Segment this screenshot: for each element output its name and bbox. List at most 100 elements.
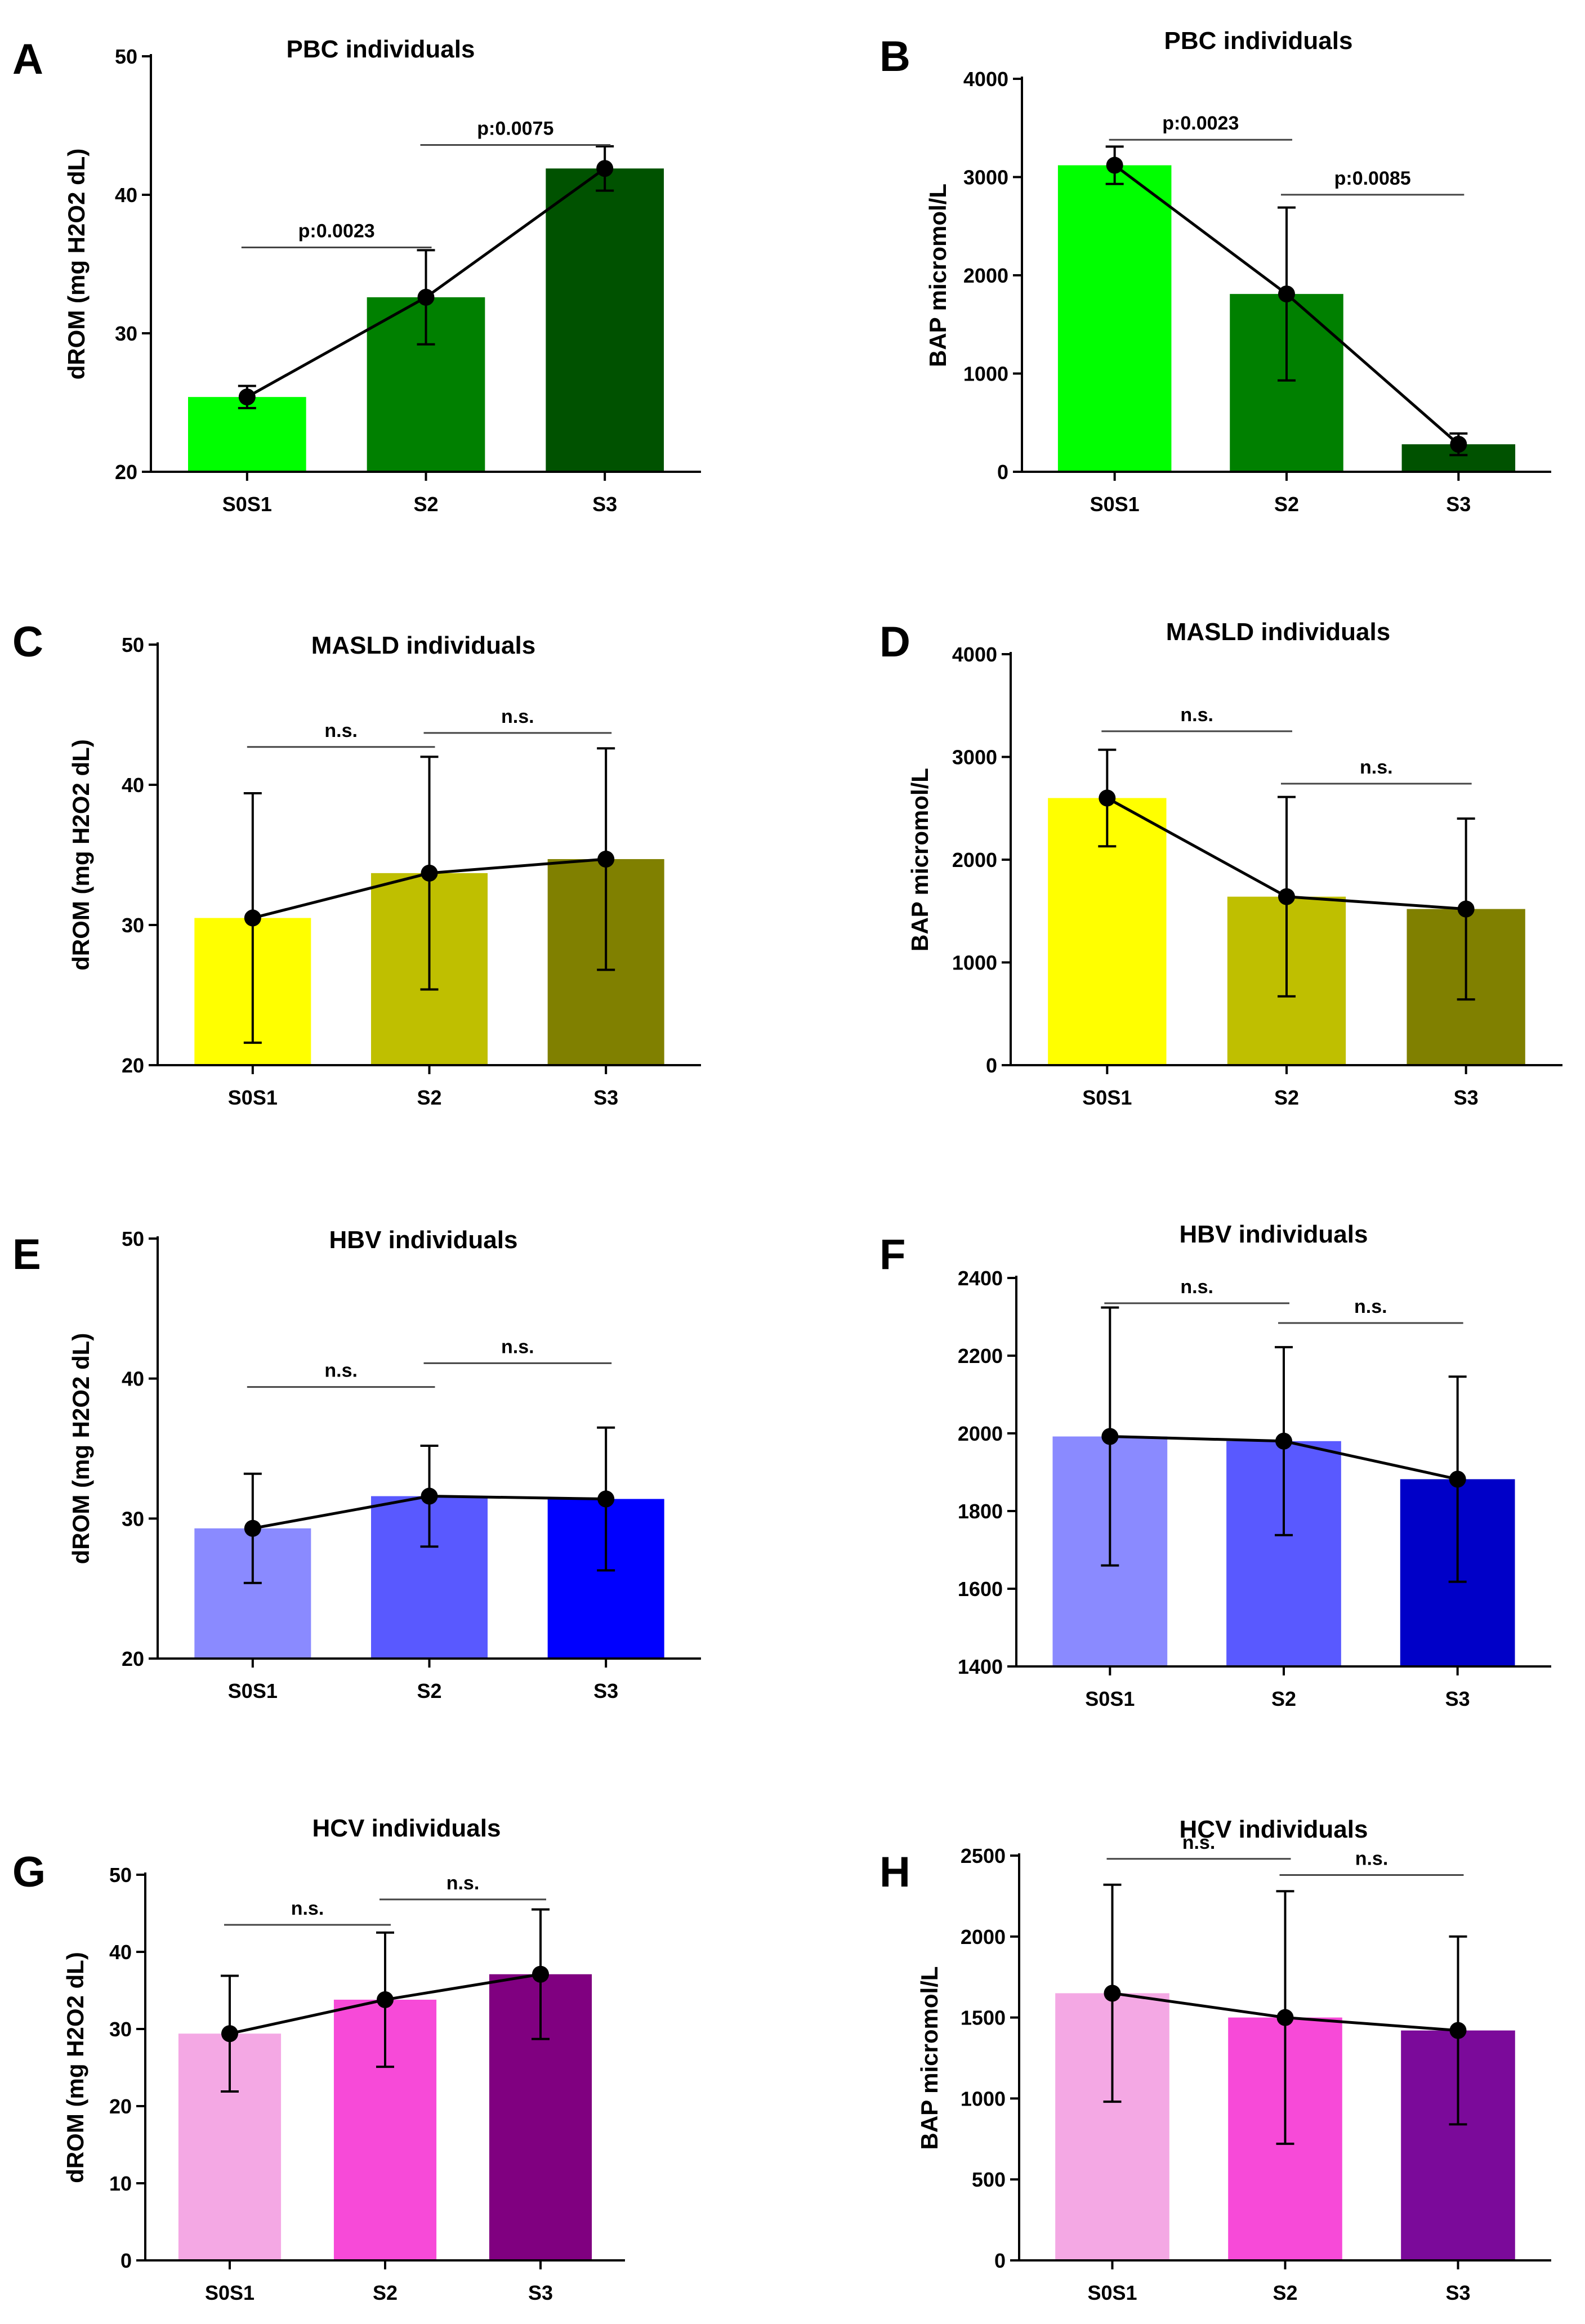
panel-letter: D	[879, 618, 910, 666]
x-tick-label: S0S1	[1087, 2281, 1137, 2304]
y-tick-label: 30	[109, 2018, 132, 2041]
chart-panel-d: D MASLD individuals BAP micromol/L 0 1000 200…	[879, 618, 1562, 1109]
x-tick-label: S2	[1271, 1687, 1296, 1710]
y-axis-label: dROM (mg H2O2 dL)	[62, 1952, 88, 2183]
panel-letter: A	[12, 35, 43, 83]
mean-point	[1106, 157, 1123, 174]
y-axis-label: dROM (mg H2O2 dL)	[68, 739, 94, 971]
x-tick-label: S2	[413, 493, 438, 516]
y-tick-label: 2000	[963, 264, 1008, 287]
y-tick-label: 4000	[952, 643, 997, 666]
y-tick-label: 2500	[961, 1844, 1006, 1867]
significance-label: n.s.	[1360, 757, 1393, 778]
x-tick-label: S2	[417, 1679, 441, 1702]
x-tick-label: S0S1	[222, 493, 272, 516]
mean-point	[1278, 285, 1295, 303]
x-tick-label: S3	[592, 493, 617, 516]
y-axis-label: BAP micromol/L	[916, 1967, 943, 2150]
x-tick-label: S0S1	[1090, 493, 1140, 516]
x-tick-label: S3	[1454, 1086, 1479, 1109]
mean-point	[244, 1519, 261, 1537]
x-tick-label: S0S1	[228, 1679, 278, 1702]
y-axis-label: dROM (mg H2O2 dL)	[68, 1333, 94, 1565]
chart-panel-a: A PBC individuals dROM (mg H2O2 dL) 20 30 40 5…	[12, 35, 701, 516]
significance-label: n.s.	[324, 720, 358, 741]
chart-title: HBV individuals	[329, 1226, 518, 1254]
significance-label: n.s.	[1180, 704, 1213, 726]
mean-point	[596, 160, 614, 177]
y-tick-label: 50	[115, 45, 137, 68]
y-axis-label: dROM (mg H2O2 dL)	[63, 149, 90, 380]
mean-point	[1457, 900, 1475, 918]
significance-label: n.s.	[447, 1872, 480, 1894]
y-tick-label: 1800	[958, 1500, 1003, 1523]
x-tick-label: S3	[1445, 1687, 1470, 1710]
mean-point	[421, 864, 438, 882]
y-tick-label: 500	[972, 2168, 1006, 2191]
y-axis-label: BAP micromol/L	[925, 184, 951, 367]
mean-point	[421, 1487, 438, 1505]
y-tick-label: 20	[115, 461, 137, 484]
significance-label: n.s.	[1180, 1276, 1213, 1298]
y-tick-label: 40	[109, 1941, 132, 1964]
mean-point	[1449, 2022, 1467, 2039]
y-tick-label: 0	[986, 1054, 997, 1077]
y-tick-label: 2000	[952, 848, 997, 872]
x-tick-label: S2	[373, 2281, 398, 2304]
y-tick-label: 40	[115, 184, 137, 207]
mean-point	[1449, 1471, 1466, 1488]
y-tick-label: 30	[122, 1507, 144, 1530]
significance-label: n.s.	[501, 1336, 534, 1357]
x-tick-label: S3	[528, 2281, 553, 2304]
significance-label: n.s.	[1182, 1832, 1216, 1853]
panel-letter: F	[879, 1231, 905, 1279]
significance-label: p:0.0085	[1334, 168, 1411, 189]
x-tick-label: S0S1	[228, 1086, 278, 1109]
y-tick-label: 20	[109, 2095, 132, 2118]
y-tick-label: 10	[109, 2172, 132, 2195]
x-tick-label: S0S1	[1082, 1086, 1132, 1109]
significance-label: p:0.0023	[298, 220, 375, 242]
x-tick-label: S3	[1445, 2281, 1470, 2304]
y-tick-label: 50	[122, 633, 144, 656]
chart-title: HBV individuals	[1180, 1221, 1368, 1248]
mean-point	[221, 2025, 238, 2043]
significance-label: n.s.	[1354, 1296, 1387, 1317]
mean-point	[1275, 1432, 1292, 1450]
y-tick-label: 20	[122, 1647, 144, 1670]
x-tick-label: S2	[417, 1086, 441, 1109]
significance-label: p:0.0075	[477, 118, 553, 139]
y-tick-label: 1400	[958, 1655, 1003, 1678]
y-tick-label: 30	[115, 322, 137, 345]
y-tick-label: 3000	[963, 166, 1008, 189]
chart-title: MASLD individuals	[1166, 618, 1390, 646]
bar-s3	[546, 168, 664, 472]
x-tick-label: S0S1	[205, 2281, 255, 2304]
y-tick-label: 3000	[952, 746, 997, 769]
significance-label: n.s.	[324, 1360, 358, 1382]
x-tick-label: S2	[1274, 493, 1299, 516]
y-tick-label: 1000	[952, 951, 997, 975]
chart-panel-f: F HBV individuals 1400 1600 1800 2000 2200 2400…	[879, 1221, 1551, 1710]
chart-title: MASLD individuals	[311, 632, 535, 659]
y-tick-label: 1600	[958, 1577, 1003, 1601]
bar-s0s1	[1057, 165, 1172, 472]
chart-panel-e: E HBV individuals dROM (mg H2O2 dL) 20 30 40 5…	[12, 1226, 701, 1702]
chart-panel-g: G HCV individuals dROM (mg H2O2 dL) 0 10 20 30…	[12, 1814, 625, 2304]
bar-s0s1	[188, 397, 306, 472]
y-tick-label: 20	[122, 1054, 144, 1077]
y-tick-label: 50	[109, 1863, 132, 1887]
y-tick-label: 30	[122, 914, 144, 937]
y-tick-label: 2400	[958, 1267, 1003, 1290]
y-tick-label: 2200	[958, 1344, 1003, 1367]
mean-point	[1278, 888, 1295, 905]
panel-letter: E	[12, 1231, 41, 1279]
y-tick-label: 50	[122, 1227, 144, 1250]
y-tick-label: 2000	[961, 1925, 1006, 1948]
y-tick-label: 1000	[963, 363, 1008, 386]
mean-point	[244, 909, 261, 927]
y-tick-label: 0	[997, 461, 1008, 484]
y-tick-label: 0	[120, 2249, 132, 2272]
y-tick-label: 1000	[961, 2087, 1006, 2110]
mean-point	[1450, 436, 1467, 453]
